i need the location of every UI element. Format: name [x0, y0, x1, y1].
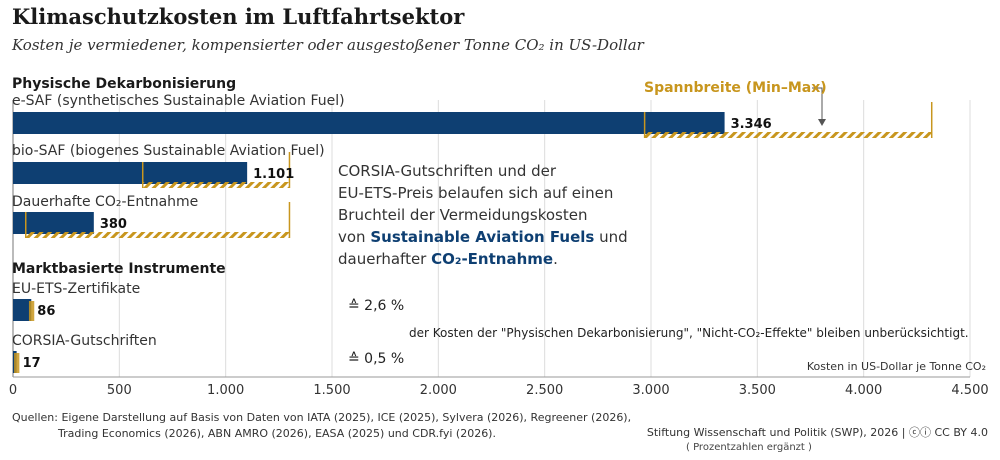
- category-label-ets: EU-ETS-Zertifikate: [12, 281, 141, 297]
- range-marker: [28, 301, 35, 321]
- note-highlight-cdr: CO₂-Entnahme: [431, 250, 554, 268]
- note-text: von: [338, 228, 371, 246]
- range-hatch: [644, 132, 932, 138]
- x-tick-label: 500: [107, 383, 132, 398]
- x-tick-label: 3.500: [739, 383, 776, 398]
- bar: [13, 112, 725, 134]
- category-label-corsia: CORSIA-Gutschriften: [12, 333, 157, 349]
- x-tick-label: 2.000: [420, 383, 457, 398]
- x-tick-label: 3.000: [632, 383, 669, 398]
- credit-note: ( Prozentzahlen ergänzt ): [686, 442, 812, 453]
- note-text: .: [553, 250, 558, 268]
- note-line: EU-ETS-Preis belaufen sich auf einen: [338, 184, 614, 202]
- note-text: und: [594, 228, 628, 246]
- range-marker: [14, 353, 20, 373]
- range-legend-arrow: [812, 87, 826, 126]
- bar-value-label: 3.346: [731, 117, 772, 132]
- annotation-note: CORSIA-Gutschriften und der EU-ETS-Preis…: [338, 160, 638, 270]
- credit: Stiftung Wissenschaft und Politik (SWP),…: [646, 426, 988, 439]
- range-hatch: [142, 182, 290, 188]
- bar: [13, 162, 248, 184]
- range-bars: [14, 102, 933, 373]
- note-highlight-saf: Sustainable Aviation Fuels: [370, 228, 595, 246]
- percent-remark: der Kosten der "Physischen Dekarbonisier…: [409, 326, 969, 340]
- bar-value-label: 17: [23, 356, 41, 371]
- range-legend-label: Spannbreite (Min–Max): [644, 80, 827, 96]
- bars: [13, 112, 725, 373]
- legend-arrow-head: [818, 119, 826, 126]
- note-line: dauerhafter CO₂-Entnahme.: [338, 248, 638, 270]
- section-market: Marktbasierte Instrumente: [12, 261, 226, 277]
- category-label-esaf: e-SAF (synthetisches Sustainable Aviatio…: [12, 93, 345, 109]
- x-tick-label: 4.500: [951, 383, 988, 398]
- unit-label: Kosten in US-Dollar je Tonne CO₂: [806, 360, 986, 373]
- x-axis: 0 500 1.000 1.500 2.000 2.500 3.000 3.500 4.000 4…: [9, 376, 989, 398]
- bar: [13, 299, 32, 321]
- sources-line: Quellen: Eigene Darstellung auf Basis vo…: [12, 411, 632, 424]
- note-line: von Sustainable Aviation Fuels und: [338, 226, 638, 248]
- section-physical: Physische Dekarbonisierung: [12, 76, 237, 92]
- legend-arrow-line: [812, 87, 823, 124]
- bar: [13, 212, 94, 234]
- bar-value-label: 86: [37, 304, 55, 319]
- x-tick-label: 1.500: [313, 383, 350, 398]
- category-label-cdr: Dauerhafte CO₂-Entnahme: [12, 194, 199, 210]
- percent-corsia: ≙ 0,5 %: [348, 351, 405, 367]
- note-text: dauerhafter: [338, 250, 432, 268]
- note-line: Bruchteil der Vermeidungskosten: [338, 206, 588, 224]
- x-tick-label: 0: [9, 383, 17, 398]
- x-tick-label: 2.500: [526, 383, 563, 398]
- range-hatch: [25, 232, 290, 238]
- sources: Quellen: Eigene Darstellung auf Basis vo…: [12, 410, 631, 442]
- gridlines: [12, 100, 971, 377]
- x-tick-label: 4.000: [845, 383, 882, 398]
- value-labels: 3.346 1.101 380 86 17: [23, 117, 772, 371]
- x-tick-label: 1.000: [207, 383, 244, 398]
- chart-subtitle: Kosten je vermiedener, kompensierter ode…: [12, 36, 644, 54]
- chart-title: Klimaschutzkosten im Luftfahrtsektor: [12, 4, 465, 29]
- note-line: CORSIA-Gutschriften und der: [338, 162, 557, 180]
- percent-ets: ≙ 2,6 %: [348, 298, 405, 314]
- bar-value-label: 380: [100, 217, 127, 232]
- category-label-biosaf: bio-SAF (biogenes Sustainable Aviation F…: [12, 143, 325, 159]
- sources-line: Trading Economics (2026), ABN AMRO (2026…: [58, 427, 496, 440]
- bar-value-label: 1.101: [253, 167, 294, 182]
